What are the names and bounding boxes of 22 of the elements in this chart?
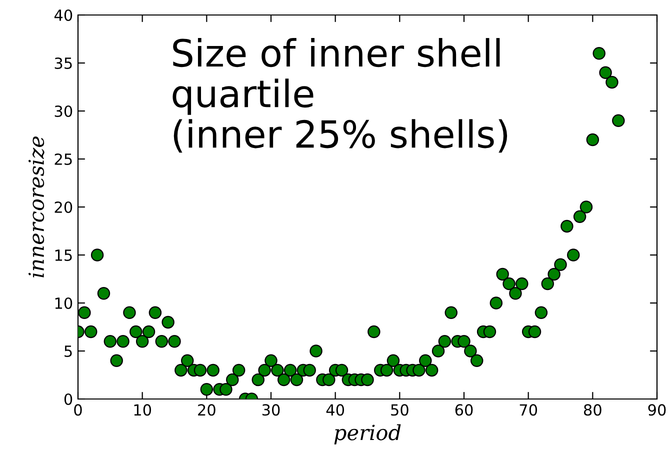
x-tick-label: 90: [648, 404, 666, 416]
y-tick-label: 40: [54, 9, 72, 22]
x-tick-label: 40: [326, 404, 344, 416]
x-tick-label: 70: [520, 404, 538, 416]
x-axis-title: period: [334, 424, 401, 444]
x-tick-label: 30: [262, 404, 280, 416]
x-tick-label: 0: [74, 404, 82, 416]
y-axis-title: innercoresize: [28, 136, 44, 278]
y-tick-label: 15: [55, 250, 72, 262]
y-tick-label: 0: [64, 393, 72, 406]
y-tick-label: 5: [64, 346, 72, 358]
x-tick-label: 50: [391, 404, 408, 416]
annotation: Size of inner shell quartile (inner 25% shells): [172, 38, 508, 153]
x-tick-label: 20: [198, 404, 216, 416]
y-tick-label: 10: [55, 297, 72, 310]
y-tick-label: 25: [54, 153, 72, 166]
x-tick-label: 10: [134, 404, 152, 416]
y-tick-label: 30: [54, 105, 72, 118]
y-tick-label: 20: [54, 201, 72, 214]
x-tick-label: 60: [455, 404, 473, 416]
y-tick-label: 35: [54, 57, 72, 70]
x-tick-label: 80: [584, 404, 602, 416]
